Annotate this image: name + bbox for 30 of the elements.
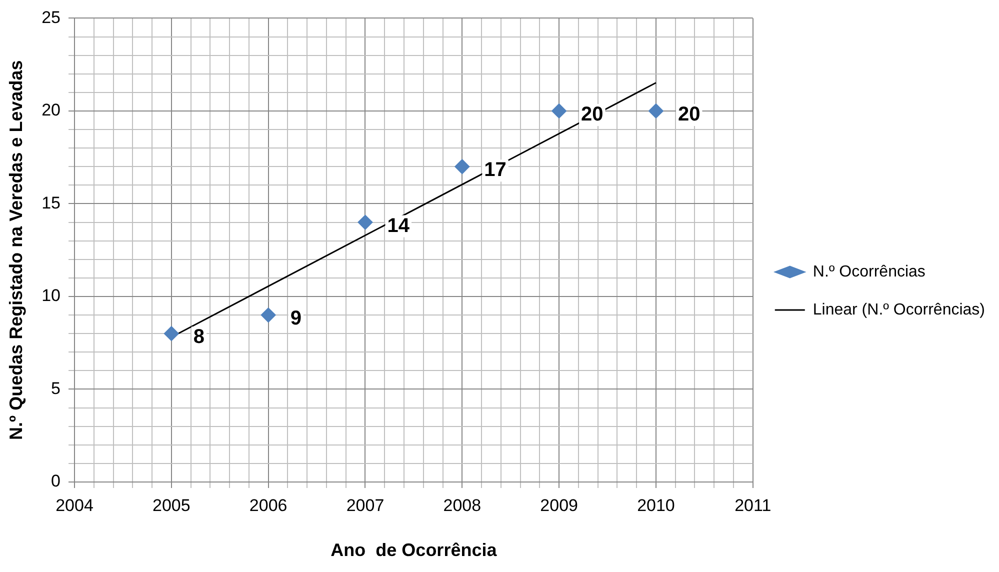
data-label: 8: [193, 326, 205, 348]
y-tick-label: 25: [42, 8, 61, 27]
x-tick-label: 2010: [637, 496, 675, 515]
data-label: 20: [581, 103, 604, 126]
data-label: 14: [387, 214, 410, 237]
data-label: 9: [290, 308, 302, 330]
point: [552, 103, 567, 118]
legend-label: Linear (N.º Ocorrências): [812, 301, 986, 318]
y-tick-label: 10: [42, 286, 61, 306]
x-tick-label: 2008: [443, 496, 482, 515]
x-tick-label: 2004: [56, 496, 94, 515]
point: [358, 214, 373, 230]
y-tick-label: 5: [51, 378, 61, 398]
x-tick-label: 2007: [346, 496, 384, 515]
x-tick-label: 2009: [540, 496, 578, 515]
y-tick-label: 15: [42, 193, 61, 212]
legend-label: N.º Ocorrências: [812, 263, 926, 280]
point: [648, 103, 664, 118]
y-tick-label: 20: [42, 100, 61, 120]
point: [454, 159, 470, 174]
x-axis-title: Ano de Ocorrência: [330, 540, 498, 560]
point: [260, 308, 276, 323]
y-tick-label: 0: [51, 472, 61, 491]
x-tick-label: 2011: [734, 496, 772, 515]
x-tick-label: 2006: [249, 496, 288, 515]
x-tick-label: 2005: [152, 496, 190, 515]
data-label: 17: [484, 159, 506, 182]
data-label: 20: [678, 103, 700, 126]
point: [164, 326, 179, 342]
y-axis-title: N.º Quedas Registado na Veredas e Levadas: [6, 60, 26, 440]
